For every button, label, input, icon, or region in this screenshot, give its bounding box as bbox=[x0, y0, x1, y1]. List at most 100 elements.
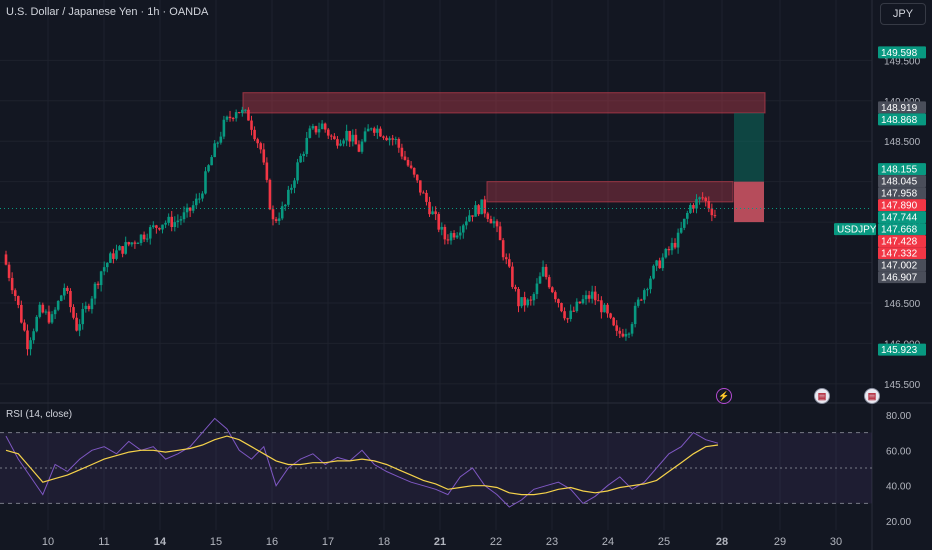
candle bbox=[376, 128, 379, 133]
candle bbox=[477, 205, 480, 215]
candle bbox=[538, 276, 542, 284]
us-flag-icon[interactable]: ▤ bbox=[814, 388, 830, 404]
price-level-tag bbox=[878, 211, 926, 224]
symbol-tag bbox=[834, 223, 876, 236]
x-tick-label: 14 bbox=[154, 536, 167, 548]
candle bbox=[526, 299, 530, 306]
candle bbox=[606, 304, 609, 314]
candle bbox=[443, 226, 447, 240]
candle bbox=[590, 291, 594, 299]
stop-zone bbox=[734, 181, 764, 223]
currency-button[interactable]: JPY bbox=[880, 3, 926, 25]
candle bbox=[293, 180, 296, 188]
candle bbox=[649, 278, 652, 290]
candle bbox=[136, 242, 140, 244]
rsi-tick-label: 40.00 bbox=[886, 482, 911, 493]
price-level-label: 147.890 bbox=[881, 201, 918, 212]
candle bbox=[265, 162, 269, 180]
candle bbox=[53, 309, 57, 315]
price-level-tag bbox=[878, 46, 926, 59]
candle bbox=[670, 242, 674, 251]
candle bbox=[388, 138, 391, 141]
candle bbox=[302, 153, 305, 156]
candle bbox=[633, 305, 637, 325]
candle bbox=[198, 198, 201, 200]
candle bbox=[210, 157, 213, 166]
candle bbox=[704, 197, 708, 202]
price-level-label: 147.958 bbox=[881, 189, 918, 200]
candle bbox=[431, 211, 434, 215]
candle bbox=[237, 112, 241, 114]
candle bbox=[520, 297, 523, 307]
candle bbox=[689, 205, 692, 213]
candle bbox=[428, 201, 431, 215]
x-tick-label: 11 bbox=[98, 536, 109, 548]
candle bbox=[290, 187, 293, 190]
price-level-tag bbox=[878, 101, 926, 114]
candle bbox=[130, 242, 134, 245]
candle bbox=[483, 199, 487, 214]
us-flag-icon[interactable]: ▤ bbox=[864, 388, 880, 404]
candle bbox=[630, 324, 634, 334]
candle bbox=[360, 141, 364, 152]
candle bbox=[69, 291, 72, 308]
candle bbox=[673, 242, 677, 248]
candle bbox=[170, 216, 174, 228]
x-tick-label: 29 bbox=[774, 536, 786, 548]
candle bbox=[609, 313, 612, 318]
candle bbox=[504, 257, 508, 260]
candle bbox=[698, 197, 701, 200]
candle bbox=[544, 266, 548, 278]
x-tick-label: 17 bbox=[322, 536, 334, 548]
price-level-tag bbox=[878, 187, 926, 200]
candle bbox=[253, 129, 256, 140]
candle bbox=[145, 238, 149, 240]
candle bbox=[194, 198, 198, 206]
price-level-tag bbox=[878, 271, 926, 284]
candle bbox=[118, 246, 121, 251]
candle bbox=[167, 216, 170, 223]
candle bbox=[152, 225, 155, 228]
price-level-label: 148.868 bbox=[881, 115, 918, 126]
lightning-icon[interactable]: ⚡ bbox=[716, 388, 732, 404]
candle bbox=[547, 277, 551, 288]
candle bbox=[75, 317, 78, 331]
candle bbox=[707, 201, 711, 209]
candle bbox=[486, 213, 490, 219]
candle bbox=[4, 254, 8, 265]
x-tick-label: 24 bbox=[602, 536, 614, 548]
candle bbox=[514, 286, 517, 290]
candle bbox=[345, 130, 348, 141]
price-level-tag bbox=[878, 343, 926, 356]
x-tick-label: 28 bbox=[716, 536, 728, 548]
candle bbox=[7, 264, 11, 278]
x-tick-label: 10 bbox=[42, 536, 54, 548]
candle bbox=[133, 242, 137, 244]
candle bbox=[363, 131, 367, 142]
candle bbox=[280, 206, 284, 219]
candle bbox=[204, 171, 207, 194]
candle bbox=[96, 283, 100, 286]
candle bbox=[612, 317, 615, 326]
candle bbox=[597, 300, 600, 302]
candle bbox=[50, 314, 54, 323]
candle bbox=[323, 123, 327, 130]
price-level-tag bbox=[878, 247, 926, 260]
candle bbox=[81, 309, 85, 325]
candle bbox=[587, 295, 591, 299]
candle bbox=[627, 333, 631, 335]
candle bbox=[403, 156, 407, 160]
price-level-label: 148.155 bbox=[881, 165, 918, 176]
candle bbox=[419, 180, 422, 193]
candle bbox=[219, 136, 223, 143]
candle bbox=[572, 310, 576, 312]
candle bbox=[320, 123, 324, 130]
candle bbox=[13, 290, 17, 297]
candle bbox=[222, 119, 226, 137]
candle bbox=[38, 304, 42, 317]
candle bbox=[409, 165, 413, 168]
candle bbox=[511, 266, 514, 287]
price-level-label: 146.907 bbox=[881, 273, 918, 284]
y-tick-label: 148.500 bbox=[884, 137, 921, 148]
